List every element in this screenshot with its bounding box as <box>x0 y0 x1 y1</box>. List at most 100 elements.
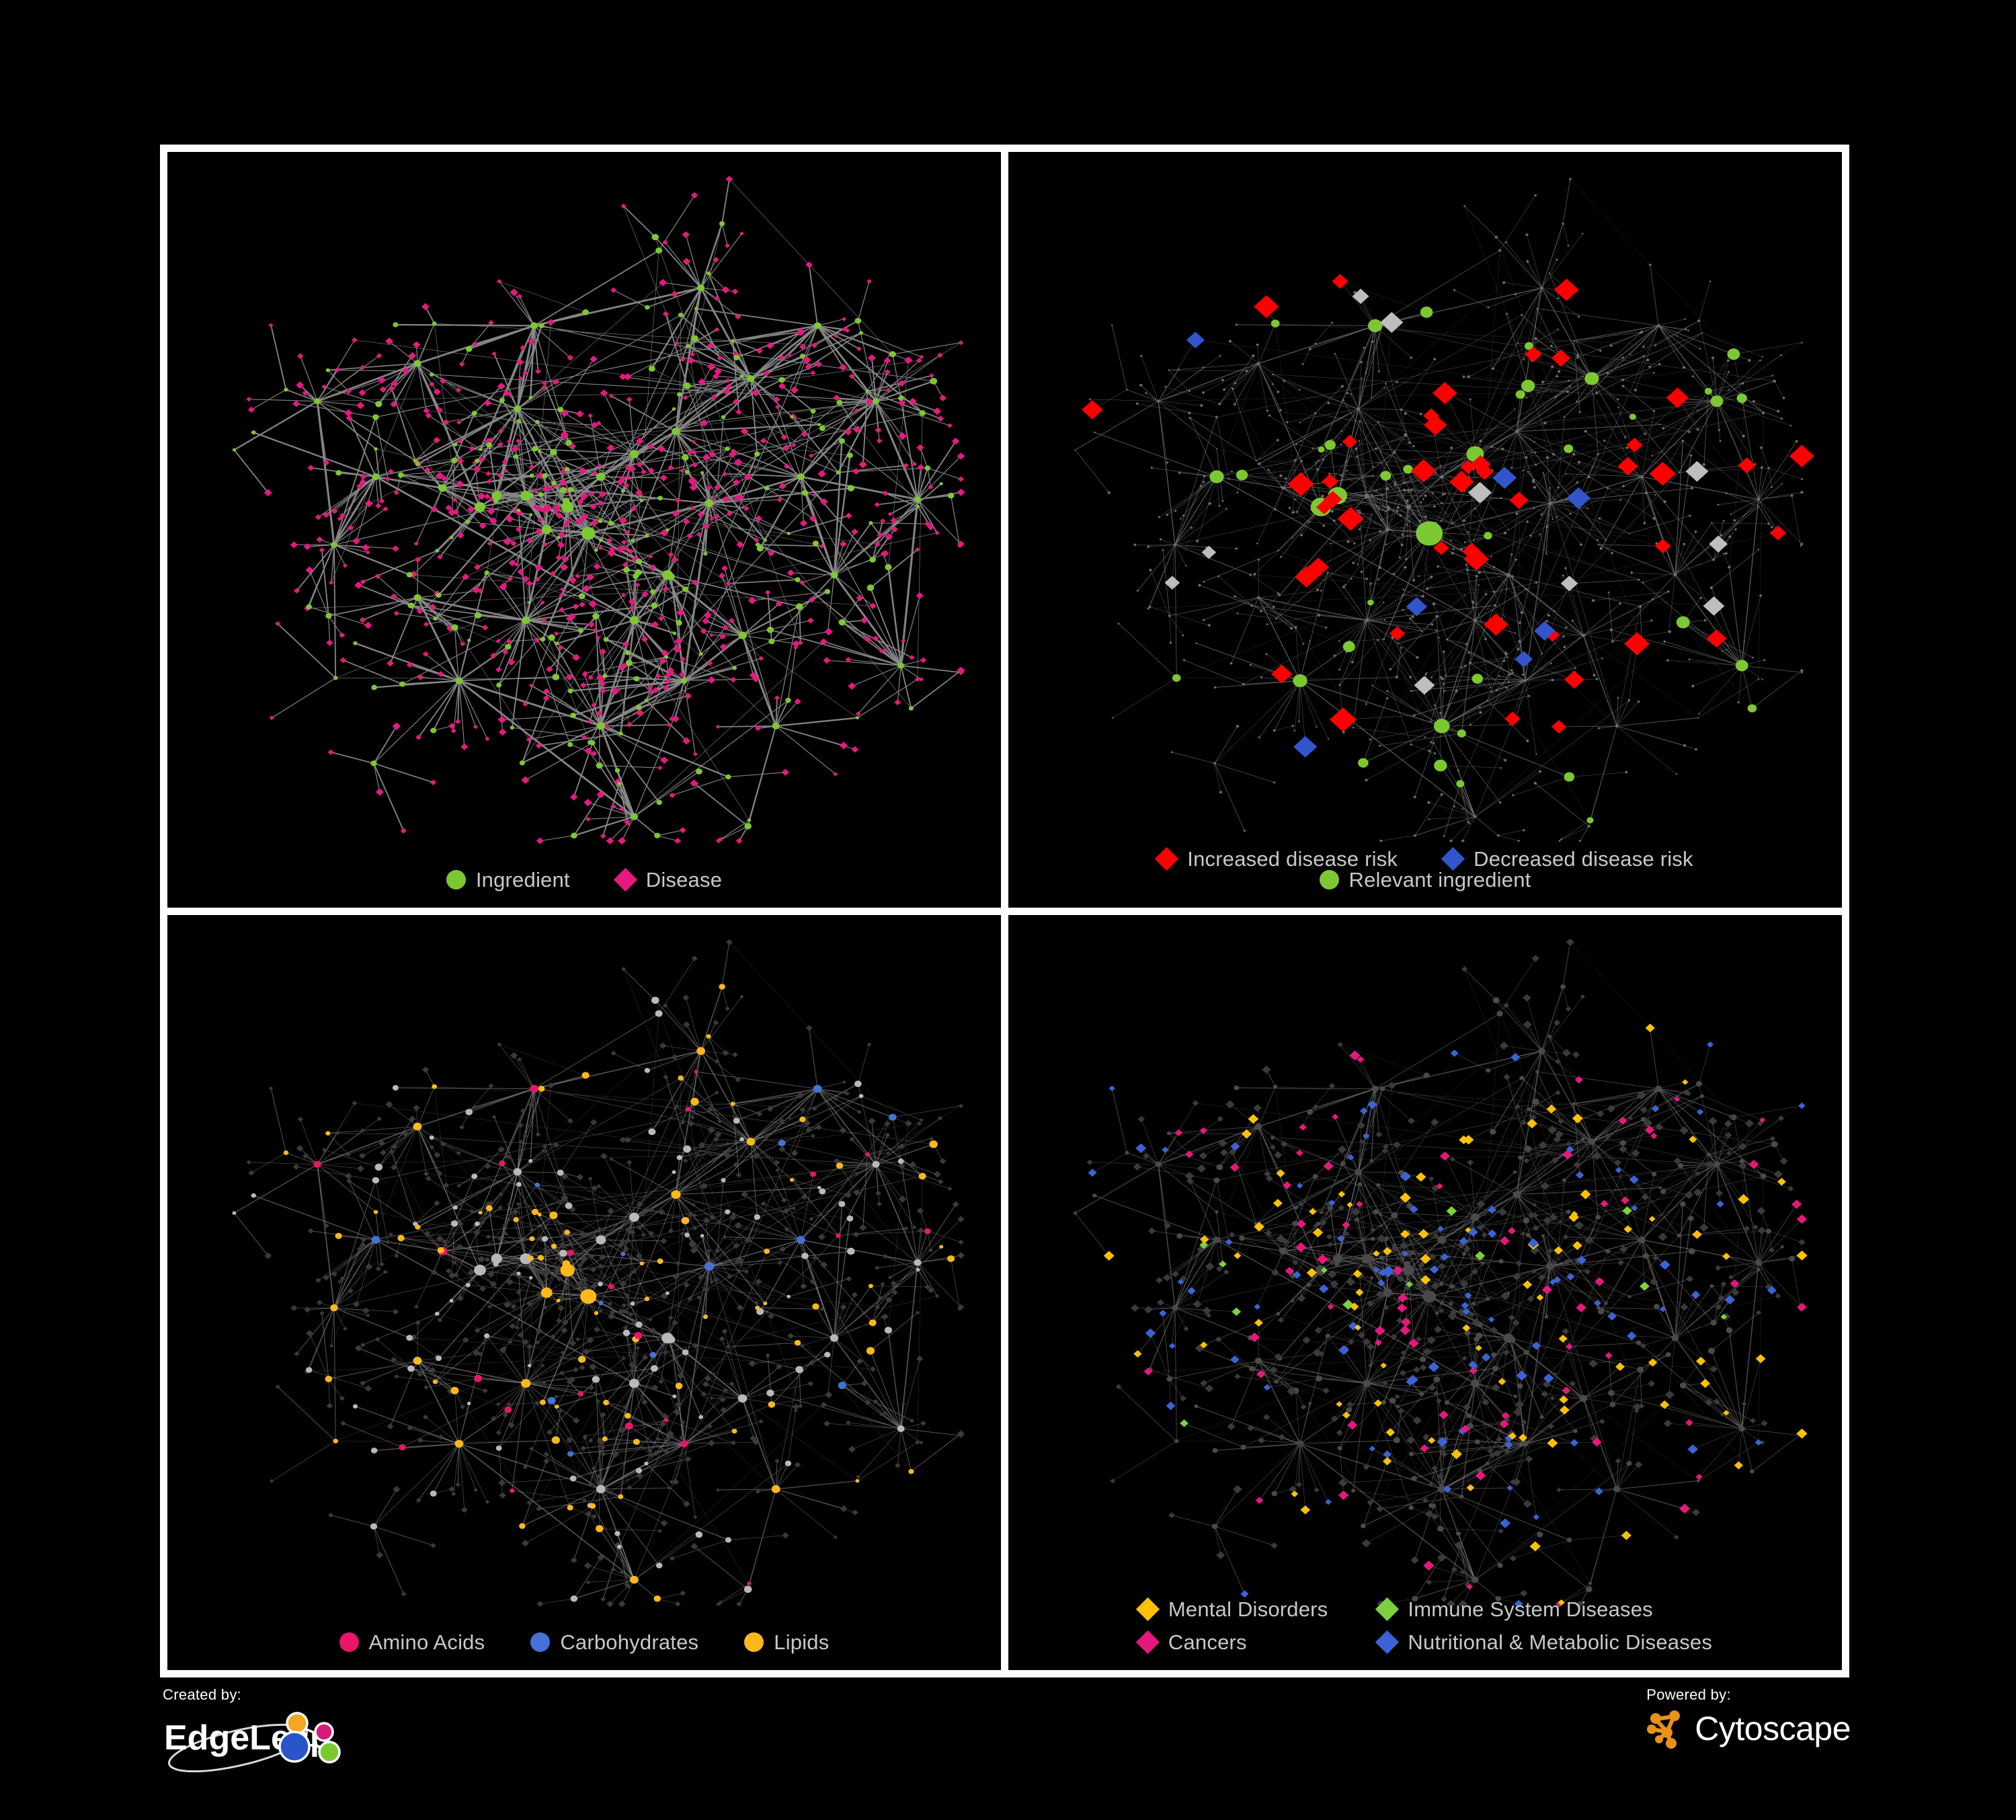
disease-node[interactable] <box>719 1335 725 1341</box>
disease-node[interactable] <box>1547 1423 1555 1429</box>
ingredient-node[interactable] <box>824 589 831 594</box>
disease-node[interactable] <box>682 258 691 266</box>
ingredient-node[interactable] <box>415 1224 421 1230</box>
disease-node[interactable] <box>534 368 541 374</box>
disease-node[interactable] <box>378 498 385 504</box>
ingredient-node[interactable] <box>1308 1401 1312 1405</box>
disease-node[interactable] <box>362 544 370 551</box>
ingredient-node[interactable] <box>754 451 760 457</box>
ingredient-node[interactable] <box>1421 594 1424 598</box>
disease-node[interactable] <box>1302 1336 1311 1344</box>
disease-node[interactable] <box>1186 331 1205 349</box>
disease-node[interactable] <box>1133 543 1137 547</box>
ingredient-node[interactable] <box>1642 355 1645 358</box>
ingredient-node[interactable] <box>1318 446 1325 453</box>
ingredient-node[interactable] <box>629 616 639 625</box>
disease-node[interactable] <box>1744 1119 1755 1127</box>
disease-node[interactable] <box>755 1278 762 1285</box>
ingredient-node[interactable] <box>698 1415 704 1419</box>
disease-node[interactable] <box>623 372 632 381</box>
ingredient-node[interactable] <box>1487 306 1490 309</box>
ingredient-node[interactable] <box>629 1212 639 1222</box>
disease-node[interactable] <box>1395 380 1399 384</box>
disease-node[interactable] <box>858 461 868 469</box>
ingredient-node[interactable] <box>567 487 574 493</box>
disease-node[interactable] <box>1408 617 1412 621</box>
ingredient-node[interactable] <box>865 389 870 393</box>
disease-node[interactable] <box>541 617 547 623</box>
disease-node[interactable] <box>1720 534 1723 537</box>
disease-node[interactable] <box>1716 1200 1724 1208</box>
disease-node[interactable] <box>1484 592 1488 596</box>
disease-node[interactable] <box>1318 1283 1329 1293</box>
ingredient-node[interactable] <box>397 1234 405 1241</box>
disease-node[interactable] <box>1297 720 1301 723</box>
disease-node[interactable] <box>460 1506 468 1513</box>
disease-node[interactable] <box>590 1118 598 1125</box>
ingredient-node[interactable] <box>567 742 573 748</box>
disease-node[interactable] <box>686 1296 693 1302</box>
ingredient-node[interactable] <box>1444 1400 1450 1404</box>
disease-node[interactable] <box>1773 1169 1783 1179</box>
ingredient-node[interactable] <box>1371 397 1373 399</box>
disease-node[interactable] <box>957 488 965 496</box>
ingredient-node[interactable] <box>1789 1255 1796 1261</box>
ingredient-node[interactable] <box>1439 1300 1444 1305</box>
disease-node[interactable] <box>684 693 692 699</box>
disease-node[interactable] <box>1726 359 1730 362</box>
ingredient-node[interactable] <box>1449 1283 1455 1289</box>
disease-node[interactable] <box>456 420 462 425</box>
disease-node[interactable] <box>375 503 382 509</box>
disease-node[interactable] <box>1400 646 1403 649</box>
disease-node[interactable] <box>1453 805 1456 808</box>
ingredient-node[interactable] <box>1572 1101 1576 1105</box>
ingredient-node[interactable] <box>1735 660 1748 672</box>
disease-node[interactable] <box>590 1266 597 1273</box>
disease-node[interactable] <box>659 474 668 481</box>
ingredient-node[interactable] <box>813 1084 822 1093</box>
disease-node[interactable] <box>1757 678 1760 681</box>
disease-node[interactable] <box>1460 460 1476 474</box>
disease-node[interactable] <box>725 1141 731 1146</box>
disease-node[interactable] <box>1722 1252 1730 1260</box>
disease-node[interactable] <box>637 1224 643 1230</box>
ingredient-node[interactable] <box>561 501 574 513</box>
disease-node[interactable] <box>672 1319 678 1326</box>
ingredient-node[interactable] <box>656 799 663 805</box>
disease-node[interactable] <box>739 994 744 998</box>
disease-node[interactable] <box>292 400 300 407</box>
ingredient-node[interactable] <box>1294 1205 1299 1210</box>
disease-node[interactable] <box>851 528 858 535</box>
disease-node[interactable] <box>957 476 965 482</box>
ingredient-node[interactable] <box>676 1154 682 1160</box>
disease-node[interactable] <box>1566 938 1574 946</box>
disease-node[interactable] <box>497 442 503 448</box>
ingredient-node[interactable] <box>534 420 540 424</box>
disease-node[interactable] <box>887 512 893 516</box>
ingredient-node[interactable] <box>251 1193 256 1197</box>
disease-node[interactable] <box>702 1216 711 1224</box>
disease-node[interactable] <box>581 1497 587 1503</box>
disease-node[interactable] <box>1679 1503 1691 1513</box>
disease-node[interactable] <box>1428 818 1430 821</box>
ingredient-node[interactable] <box>399 681 406 687</box>
disease-node[interactable] <box>1541 380 1545 384</box>
ingredient-node[interactable] <box>1680 1201 1686 1207</box>
disease-node[interactable] <box>307 465 315 471</box>
disease-node[interactable] <box>582 1348 590 1355</box>
disease-node[interactable] <box>321 384 327 389</box>
ingredient-node[interactable] <box>1380 471 1392 481</box>
disease-node[interactable] <box>485 1234 491 1239</box>
disease-node[interactable] <box>454 719 461 725</box>
ingredient-node[interactable] <box>719 221 725 227</box>
disease-node[interactable] <box>422 651 429 658</box>
ingredient-node[interactable] <box>1338 684 1341 686</box>
ingredient-node[interactable] <box>1613 1485 1621 1493</box>
disease-node[interactable] <box>621 1302 627 1308</box>
disease-node[interactable] <box>1509 491 1529 510</box>
disease-node[interactable] <box>1442 650 1446 654</box>
disease-node[interactable] <box>389 1148 395 1154</box>
disease-node[interactable] <box>1576 1600 1584 1607</box>
disease-node[interactable] <box>1231 387 1234 391</box>
ingredient-node[interactable] <box>325 368 330 372</box>
